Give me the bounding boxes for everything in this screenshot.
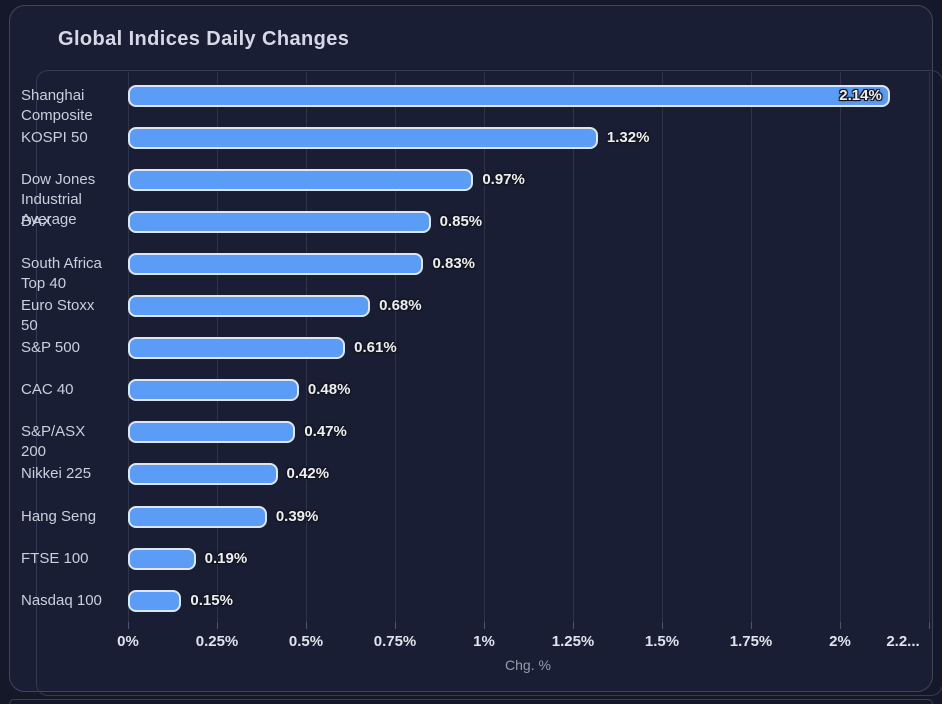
axis-tick [217, 622, 218, 629]
category-label-s-p-500: S&P 500 [21, 339, 80, 357]
x-tick-label: 1.25% [551, 633, 595, 650]
axis-tick [751, 622, 752, 629]
x-tick-label: 1% [473, 633, 495, 650]
axis-tick [306, 622, 307, 629]
bar-nasdaq-100[interactable] [128, 589, 181, 612]
category-label-s-p-asx-200: S&P/ASX 200 [21, 423, 86, 461]
x-tick-label: 1.75% [729, 633, 773, 650]
bar-cac-40[interactable] [128, 379, 299, 402]
x-tick-label: 0.5% [288, 633, 324, 650]
axis-tick [840, 622, 841, 629]
bar-s-p-500[interactable] [128, 337, 345, 360]
category-label-ftse-100: FTSE 100 [21, 549, 89, 567]
value-label: 0.83% [432, 254, 476, 272]
x-tick-label: 2% [829, 633, 851, 650]
x-tick-label: 0.25% [195, 633, 239, 650]
value-label: 1.32% [606, 128, 650, 146]
category-label-cac-40: CAC 40 [21, 381, 74, 399]
bar-dax[interactable] [128, 210, 431, 233]
x-tick-label: 0.75% [373, 633, 417, 650]
category-label-dow-jones-industrial-average: Dow Jones Industrial Average [21, 170, 96, 228]
category-label-dax: DAX [21, 212, 52, 230]
bar-euro-stoxx-50[interactable] [128, 295, 370, 317]
next-card-top-edge [9, 699, 933, 704]
bar-nikkei-225[interactable] [128, 463, 278, 486]
value-label: 0.47% [304, 423, 347, 441]
gridline [662, 72, 663, 622]
category-label-kospi-50: KOSPI 50 [21, 128, 88, 146]
gridline [840, 72, 841, 622]
axis-tick [128, 622, 129, 629]
gridline [573, 72, 574, 622]
x-tick-label: 1.5% [644, 633, 680, 650]
value-label: 0.15% [190, 591, 233, 609]
value-label: 2.14% [839, 86, 882, 104]
bar-s-p-asx-200[interactable] [128, 421, 295, 444]
axis-tick [662, 622, 663, 629]
axis-tick [395, 622, 396, 629]
bar-south-africa-top-40[interactable] [128, 252, 423, 275]
value-label: 0.19% [204, 549, 248, 567]
category-label-nikkei-225: Nikkei 225 [21, 465, 92, 483]
gridline [929, 72, 930, 622]
value-label: 0.39% [275, 507, 319, 525]
bar-hang-seng[interactable] [128, 505, 267, 528]
bar-ftse-100[interactable] [128, 547, 196, 570]
category-label-shanghai-composite: Shanghai Composite [21, 86, 93, 124]
value-label: 0.68% [379, 297, 422, 314]
value-label: 0.97% [482, 170, 525, 188]
chart-title: Global Indices Daily Changes [58, 28, 350, 50]
category-label-euro-stoxx-50: Euro Stoxx 50 [21, 297, 95, 334]
category-label-hang-seng: Hang Seng [21, 507, 97, 525]
value-label: 0.61% [354, 339, 397, 357]
x-tick-label: 2.2... [886, 633, 920, 650]
axis-tick [484, 622, 485, 629]
value-label: 0.48% [307, 381, 351, 399]
x-tick-label: 0% [117, 633, 139, 650]
bar-shanghai-composite[interactable] [128, 84, 890, 107]
x-axis-title: Chg. % [505, 657, 551, 673]
axis-tick [929, 622, 930, 629]
gridline [395, 72, 396, 622]
value-label: 0.85% [439, 212, 483, 230]
category-label-south-africa-top-40: South Africa Top 40 [21, 254, 102, 292]
chart-panel-border [36, 70, 942, 696]
gridline [484, 72, 485, 622]
bar-kospi-50[interactable] [128, 126, 598, 149]
bar-dow-jones-industrial-average[interactable] [128, 168, 473, 191]
category-label-nasdaq-100: Nasdaq 100 [21, 591, 102, 609]
value-label: 0.42% [286, 465, 330, 483]
axis-tick [573, 622, 574, 629]
gridline [751, 72, 752, 622]
